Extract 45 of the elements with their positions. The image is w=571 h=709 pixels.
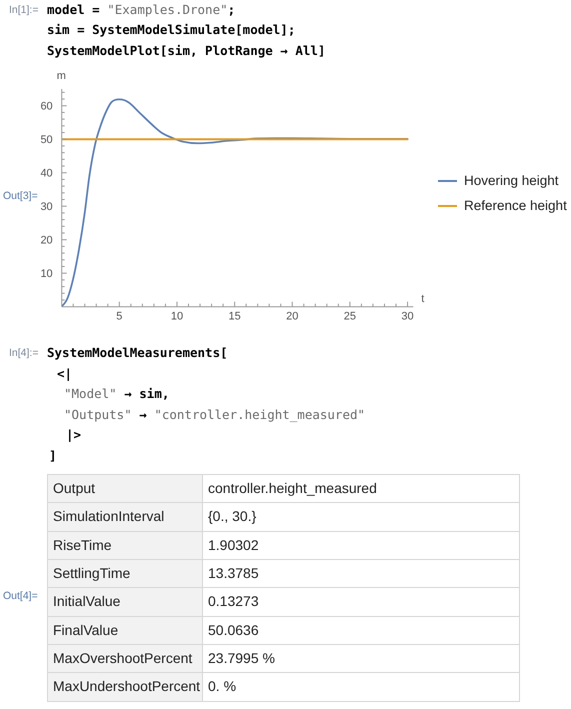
text: Output [53, 480, 96, 497]
text: "Model" → sim, [64, 386, 170, 402]
y-axis-title: m [56, 69, 66, 83]
text: sim = SystemModelSimulate[model]; [47, 22, 296, 38]
text: MaxUndershootPercent [53, 678, 200, 695]
y-tick-label: 40 [40, 168, 53, 180]
text: Out[3]= [3, 189, 38, 203]
x-axis-title: t [421, 292, 424, 306]
text: ] [49, 448, 57, 463]
y-tick-label: 60 [40, 100, 53, 113]
legend-label: Reference height [464, 198, 567, 214]
text: model = "Examples.Drone"; [47, 2, 236, 17]
x-tick-label: 30 [401, 310, 414, 323]
x-tick-label: 25 [344, 310, 356, 323]
x-tick-label: 10 [170, 310, 184, 323]
text: <| [57, 366, 72, 381]
text: 13.3785 [208, 565, 259, 582]
text: |> [66, 427, 82, 442]
y-tick-label: 30 [40, 201, 53, 214]
x-tick-label: 15 [228, 310, 241, 323]
text: {0., 30.} [208, 508, 256, 525]
text: MaxOvershootPercent [53, 650, 192, 667]
text: 23.7995 % [208, 650, 275, 667]
text: In[4]:= [9, 346, 38, 360]
text: RiseTime [53, 537, 112, 554]
text: Out[4]= [3, 589, 38, 603]
text: FinalValue [53, 622, 118, 639]
text: SystemModelPlot[sim, PlotRange → All] [47, 42, 326, 58]
x-tick-label: 5 [116, 310, 122, 323]
text: 1.90302 [208, 537, 259, 554]
text: SystemModelMeasurements[ [47, 345, 228, 360]
text: "Outputs" → "controller.height_measured" [64, 406, 366, 422]
text: SimulationInterval [53, 508, 164, 525]
y-tick-label: 20 [40, 234, 53, 247]
text: SettlingTime [53, 565, 130, 582]
y-tick-label: 50 [40, 134, 53, 146]
text: controller.height_measured [208, 480, 377, 497]
text: 0. % [208, 678, 236, 695]
legend-label: Hovering height [464, 173, 559, 189]
text: 0.13273 [208, 593, 259, 610]
x-tick-label: 20 [286, 310, 298, 323]
text: InitialValue [53, 593, 120, 610]
y-tick-label: 10 [40, 268, 53, 280]
text: 50.0636 [208, 622, 259, 639]
text: In[1]:= [9, 3, 38, 17]
